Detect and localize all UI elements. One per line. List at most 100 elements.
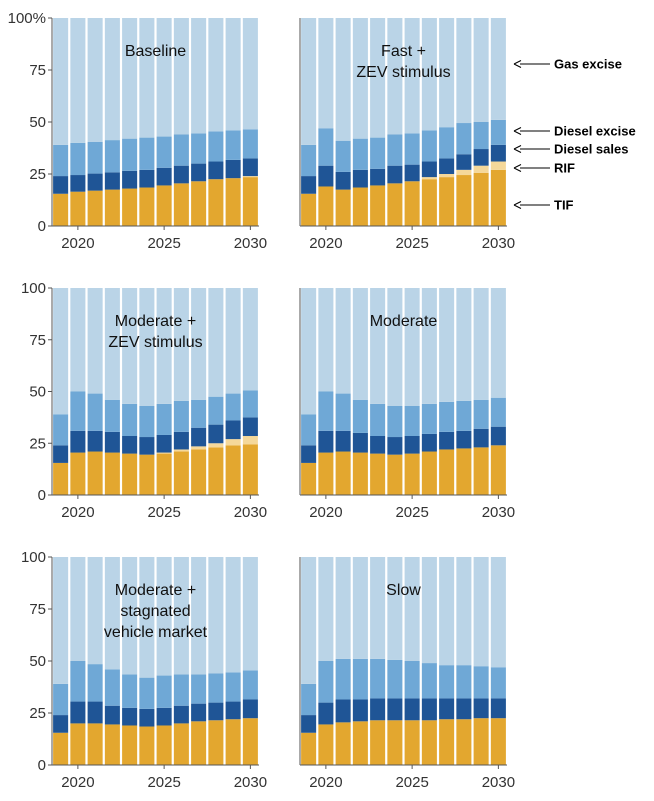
bar-segment-rif-2030 bbox=[242, 176, 258, 178]
bar-segment-diesel-excise-2027 bbox=[439, 127, 455, 159]
bar-segment-diesel-sales-2023 bbox=[370, 698, 386, 721]
bar-segment-diesel-excise-2027 bbox=[191, 133, 207, 164]
bar-segment-diesel-excise-2021 bbox=[335, 658, 351, 700]
bar-segment-tif-2029 bbox=[473, 447, 489, 495]
bar-segment-tif-2025 bbox=[156, 185, 172, 226]
bar-segment-gas-excise-2027 bbox=[191, 557, 207, 675]
y-tick-label: 100 bbox=[21, 549, 46, 566]
bar-segment-diesel-excise-2021 bbox=[87, 141, 103, 174]
bar-segment-gas-excise-2024 bbox=[387, 288, 403, 406]
y-tick-label: 25 bbox=[29, 435, 46, 452]
bar-segment-diesel-excise-2029 bbox=[225, 393, 241, 421]
bar-segment-diesel-excise-2030 bbox=[242, 129, 258, 159]
bar-segment-tif-2026 bbox=[421, 720, 437, 765]
bar-segment-diesel-excise-2022 bbox=[352, 138, 368, 170]
bar-segment-gas-excise-2026 bbox=[173, 18, 189, 135]
bar-segment-tif-2021 bbox=[87, 190, 103, 226]
x-tick-label: 2030 bbox=[482, 504, 515, 521]
bar-segment-diesel-excise-2024 bbox=[139, 405, 155, 438]
bar-segment-tif-2020 bbox=[318, 452, 334, 495]
bar-segment-diesel-excise-2019 bbox=[53, 414, 69, 446]
bar-segment-diesel-excise-2020 bbox=[318, 391, 334, 431]
legend-label-diesel-sales: Diesel sales bbox=[554, 142, 628, 157]
y-tick-label: 50 bbox=[29, 384, 46, 401]
bar-segment-diesel-sales-2029 bbox=[225, 159, 241, 179]
bar-segment-rif-2029 bbox=[225, 439, 241, 446]
bar-segment-diesel-excise-2020 bbox=[318, 128, 334, 166]
bar-segment-tif-2030 bbox=[490, 169, 506, 226]
bar-segment-gas-excise-2027 bbox=[191, 18, 207, 134]
bar-segment-diesel-excise-2027 bbox=[439, 665, 455, 699]
bar-segment-diesel-sales-2020 bbox=[318, 165, 334, 187]
bar-segment-gas-excise-2025 bbox=[404, 288, 420, 406]
bar-segment-tif-2023 bbox=[122, 725, 138, 765]
bar-segment-diesel-excise-2020 bbox=[318, 661, 334, 703]
bar-segment-gas-excise-2029 bbox=[225, 288, 241, 394]
bar-segment-diesel-sales-2021 bbox=[335, 171, 351, 190]
bar-segment-diesel-excise-2028 bbox=[208, 396, 224, 425]
bar-segment-diesel-excise-2026 bbox=[173, 134, 189, 166]
bar-segment-tif-2028 bbox=[456, 448, 472, 495]
bar-segment-diesel-excise-2020 bbox=[70, 661, 86, 702]
bar-segment-diesel-sales-2029 bbox=[225, 701, 241, 720]
bar-segment-diesel-sales-2019 bbox=[301, 445, 317, 463]
bar-segment-diesel-sales-2026 bbox=[421, 161, 437, 178]
bar-segment-diesel-sales-2024 bbox=[139, 437, 155, 455]
bar-segment-diesel-sales-2025 bbox=[404, 698, 420, 721]
bar-segment-rif-2028 bbox=[456, 169, 472, 176]
bar-segment-tif-2027 bbox=[191, 449, 207, 495]
bar-segment-diesel-sales-2024 bbox=[387, 698, 403, 721]
bar-segment-rif-2026 bbox=[421, 177, 437, 180]
bar-segment-diesel-excise-2019 bbox=[301, 683, 317, 716]
bar-segment-tif-2028 bbox=[456, 175, 472, 226]
x-tick-label: 2025 bbox=[147, 774, 180, 791]
bar-segment-gas-excise-2019 bbox=[301, 288, 317, 415]
bar-segment-gas-excise-2029 bbox=[225, 557, 241, 673]
bar-segment-diesel-excise-2029 bbox=[473, 399, 489, 429]
bar-segment-diesel-excise-2030 bbox=[242, 390, 258, 418]
bar-segment-tif-2019 bbox=[301, 193, 317, 226]
bar-segment-gas-excise-2019 bbox=[53, 18, 69, 145]
bar-segment-gas-excise-2027 bbox=[439, 288, 455, 402]
bar-segment-gas-excise-2021 bbox=[335, 18, 351, 141]
bar-segment-diesel-excise-2026 bbox=[173, 674, 189, 706]
panel-label: Moderate bbox=[370, 313, 438, 330]
bar-segment-diesel-sales-2019 bbox=[53, 715, 69, 733]
bar-segment-tif-2029 bbox=[225, 445, 241, 495]
bar-segment-tif-2020 bbox=[318, 724, 334, 765]
bar-segment-gas-excise-2022 bbox=[104, 557, 120, 670]
bar-segment-gas-excise-2023 bbox=[122, 18, 138, 139]
bar-segment-gas-excise-2030 bbox=[490, 288, 506, 398]
bar-segment-diesel-sales-2025 bbox=[156, 167, 172, 186]
y-tick-label: 75 bbox=[29, 332, 46, 349]
bar-segment-diesel-excise-2023 bbox=[122, 403, 138, 436]
bar-segment-gas-excise-2028 bbox=[456, 288, 472, 401]
bar-segment-gas-excise-2027 bbox=[191, 288, 207, 400]
bar-segment-tif-2022 bbox=[104, 724, 120, 765]
bar-segment-diesel-excise-2026 bbox=[173, 400, 189, 432]
bar-segment-diesel-sales-2027 bbox=[439, 431, 455, 450]
bar-segment-diesel-sales-2019 bbox=[53, 176, 69, 194]
bar-segment-tif-2019 bbox=[53, 462, 69, 495]
bar-segment-diesel-excise-2027 bbox=[191, 399, 207, 428]
x-tick-label: 2020 bbox=[61, 504, 94, 521]
bar-segment-diesel-sales-2027 bbox=[439, 158, 455, 174]
bar-segment-gas-excise-2022 bbox=[104, 18, 120, 141]
bar-segment-diesel-excise-2019 bbox=[301, 414, 317, 446]
bar-segment-diesel-excise-2026 bbox=[421, 663, 437, 699]
bar-segment-diesel-excise-2028 bbox=[456, 400, 472, 431]
bar-segment-gas-excise-2027 bbox=[439, 18, 455, 128]
bar-segment-rif-2027 bbox=[191, 446, 207, 450]
bar-segment-diesel-excise-2021 bbox=[335, 140, 351, 172]
x-tick-label: 2025 bbox=[395, 774, 428, 791]
bar-segment-diesel-sales-2022 bbox=[104, 705, 120, 725]
legend-arrowhead-diesel-sales bbox=[513, 145, 522, 153]
bar-segment-gas-excise-2024 bbox=[387, 557, 403, 660]
bar-segment-diesel-sales-2019 bbox=[301, 176, 317, 194]
bar-segment-tif-2020 bbox=[318, 186, 334, 226]
bar-segment-diesel-sales-2028 bbox=[208, 702, 224, 721]
bar-segment-tif-2020 bbox=[70, 723, 86, 765]
legend-arrowhead-tif bbox=[513, 201, 522, 209]
bar-segment-diesel-sales-2021 bbox=[335, 699, 351, 723]
bar-segment-diesel-excise-2029 bbox=[473, 122, 489, 150]
